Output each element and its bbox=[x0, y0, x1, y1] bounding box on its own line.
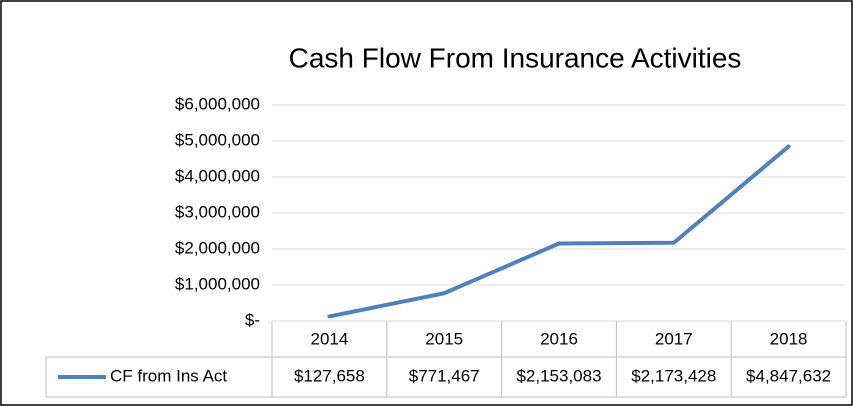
y-tick-label: $5,000,000 bbox=[175, 130, 260, 149]
y-tick-label: $4,000,000 bbox=[175, 166, 260, 185]
x-tick-label: 2017 bbox=[655, 329, 693, 348]
table-value: $771,467 bbox=[409, 366, 480, 385]
y-tick-label: $1,000,000 bbox=[175, 274, 260, 293]
y-tick-label: $2,000,000 bbox=[175, 238, 260, 257]
table-value: $2,153,083 bbox=[516, 366, 601, 385]
y-tick-label: $- bbox=[245, 310, 260, 329]
x-tick-label: 2014 bbox=[310, 329, 348, 348]
x-tick-label: 2015 bbox=[425, 329, 463, 348]
x-tick-label: 2016 bbox=[540, 329, 578, 348]
data-line bbox=[327, 144, 791, 319]
legend-label: CF from Ins Act bbox=[110, 366, 227, 385]
table-value: $127,658 bbox=[294, 366, 365, 385]
y-tick-label: $6,000,000 bbox=[175, 94, 260, 113]
chart-title: Cash Flow From Insurance Activities bbox=[289, 42, 742, 73]
y-tick-label: $3,000,000 bbox=[175, 202, 260, 221]
x-tick-label: 2018 bbox=[770, 329, 808, 348]
table-value: $4,847,632 bbox=[746, 366, 831, 385]
table-value: $2,173,428 bbox=[631, 366, 716, 385]
